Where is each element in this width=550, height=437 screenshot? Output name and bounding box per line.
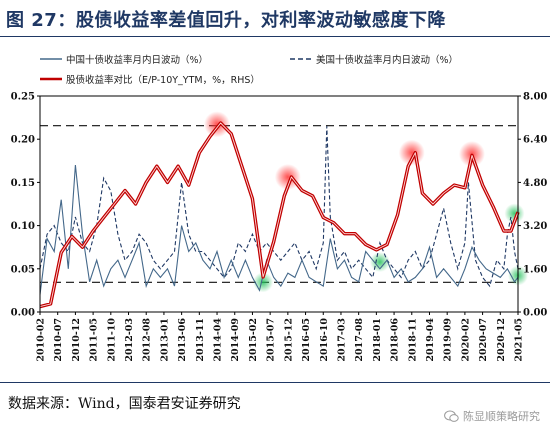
x-tick-label: 2011-05: [89, 318, 100, 362]
series-line-ratio-core: [39, 122, 519, 308]
x-tick-label: 2015-12: [283, 318, 294, 362]
x-tick-label: 2017-08: [354, 318, 365, 362]
y-left-tick-label: 0.10: [11, 221, 35, 232]
x-tick-label: 2018-01: [372, 318, 383, 362]
x-tick-label: 2012-08: [142, 318, 153, 362]
x-tick-label: 2014-09: [230, 318, 241, 362]
y-right-tick-label: 6.40: [523, 135, 547, 146]
red-highlight-glow: [204, 111, 231, 138]
series-line-cn: [39, 165, 519, 295]
legend-label-us: 美国十债收益率月内日波动（%）: [316, 54, 458, 66]
y-right-tick-label: 8.00: [523, 92, 547, 103]
figure-title: 图 27：股债收益率差值回升，对利率波动敏感度下降: [6, 10, 446, 31]
y-left-tick-label: 0.00: [11, 308, 35, 319]
watermark: 陈显顺策略研究: [444, 408, 540, 424]
green-highlight-glow: [504, 203, 525, 224]
chart-area: 中国十债收益率月内日波动（%） 美国十债收益率月内日波动（%） 股债收益率对比（…: [0, 38, 550, 378]
series-line-us: [39, 126, 519, 288]
x-tick-label: 2019-09: [443, 318, 454, 362]
legend: 中国十债收益率月内日波动（%） 美国十债收益率月内日波动（%） 股债收益率对比（…: [40, 54, 458, 86]
y-right-tick-label: 0.00: [523, 308, 547, 319]
x-tick-label: 2014-04: [213, 318, 224, 362]
y-left-tick-label: 0.20: [11, 135, 35, 146]
x-tick-label: 2016-05: [301, 318, 312, 362]
x-tick-label: 2015-02: [248, 318, 259, 362]
legend-label-ratio: 股债收益率对比（E/P-10Y_YTM，%，RHS）: [66, 74, 260, 86]
x-tick-label: 2012-03: [124, 318, 135, 362]
legend-label-cn: 中国十债收益率月内日波动（%）: [66, 54, 208, 66]
x-tick-label: 2020-02: [460, 318, 471, 362]
x-tick-label: 2018-06: [390, 318, 401, 362]
x-tick-label: 2010-07: [53, 318, 64, 362]
x-tick-label: 2020-07: [478, 318, 489, 362]
plot-frame: [39, 95, 519, 313]
source-note: 数据来源：Wind，国泰君安证券研究: [8, 396, 241, 412]
y-left-tick-label: 0.25: [11, 92, 35, 103]
x-tick-label: 2016-10: [319, 318, 330, 362]
x-tick-label: 2013-11: [195, 318, 206, 362]
source-bar: 数据来源：Wind，国泰君安证券研究 陈显顺策略研究: [0, 382, 550, 437]
x-tick-label: 2010-12: [71, 318, 82, 362]
x-tick-label: 2020-12: [496, 318, 507, 362]
x-tick-label: 2010-02: [36, 318, 47, 362]
x-tick-label: 2013-06: [177, 318, 188, 362]
watermark-text: 陈显顺策略研究: [463, 410, 540, 423]
x-tick-label: 2017-03: [336, 318, 347, 362]
figure-title-bar: 图 27：股债收益率差值回升，对利率波动敏感度下降: [0, 0, 550, 37]
series-line-ratio: [39, 121, 520, 309]
x-tick-label: 2019-04: [425, 318, 436, 362]
x-tick-label: 2021-05: [514, 318, 525, 362]
y-left-tick-label: 0.15: [11, 178, 35, 189]
red-highlight-glow: [398, 139, 425, 166]
wechat-icon: [444, 410, 459, 422]
y-right-tick-label: 4.80: [523, 178, 547, 189]
chart-svg: 中国十债收益率月内日波动（%） 美国十债收益率月内日波动（%） 股债收益率对比（…: [11, 54, 548, 362]
x-tick-label: 2011-10: [106, 318, 117, 362]
x-tick-label: 2013-01: [159, 318, 170, 362]
y-right-tick-label: 1.60: [523, 264, 547, 275]
y-left-tick-label: 0.05: [11, 264, 35, 275]
y-right-tick-label: 3.20: [523, 221, 547, 232]
x-tick-label: 2015-07: [266, 318, 277, 362]
x-tick-label: 2018-11: [407, 318, 418, 362]
